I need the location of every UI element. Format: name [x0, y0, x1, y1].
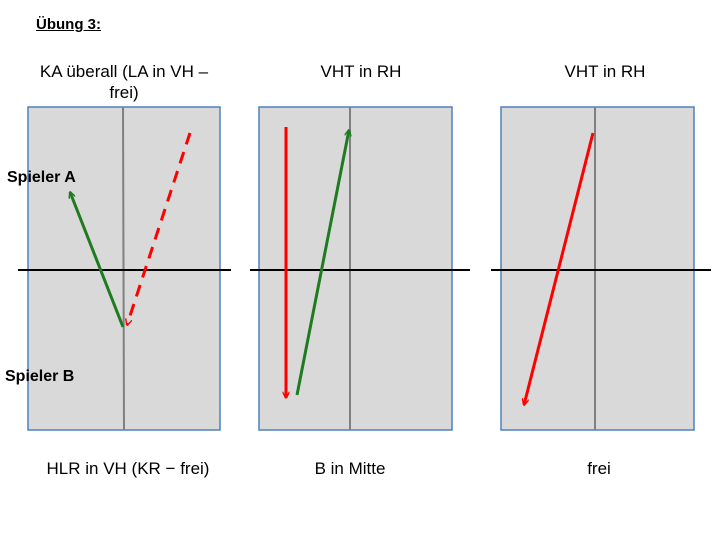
player-b-label: Spieler B — [5, 368, 75, 385]
panel-2-caption: B in Mitte — [314, 459, 386, 478]
player-a-label: Spieler A — [7, 169, 76, 186]
center-line — [122, 106, 125, 431]
panel-1-heading: KA überall (LA in VH – frei) — [39, 62, 209, 102]
panel-1-caption: HLR in VH (KR − frei) — [46, 459, 210, 478]
green-arrow — [295, 130, 349, 396]
court-panel-2 — [250, 106, 470, 431]
court-area — [258, 106, 453, 431]
court-panel-3 — [491, 106, 711, 431]
court-area — [500, 106, 695, 431]
slide-title: Übung 3: — [36, 16, 101, 33]
green-arrow — [70, 192, 125, 328]
red-dashed-arrow — [127, 132, 192, 325]
panel-2-heading: VHT in RH — [320, 62, 402, 81]
court-panel-1 — [18, 106, 231, 431]
panel-3-caption: frei — [587, 459, 611, 478]
red-arrow — [524, 132, 595, 405]
panel-3-heading: VHT in RH — [564, 62, 646, 81]
